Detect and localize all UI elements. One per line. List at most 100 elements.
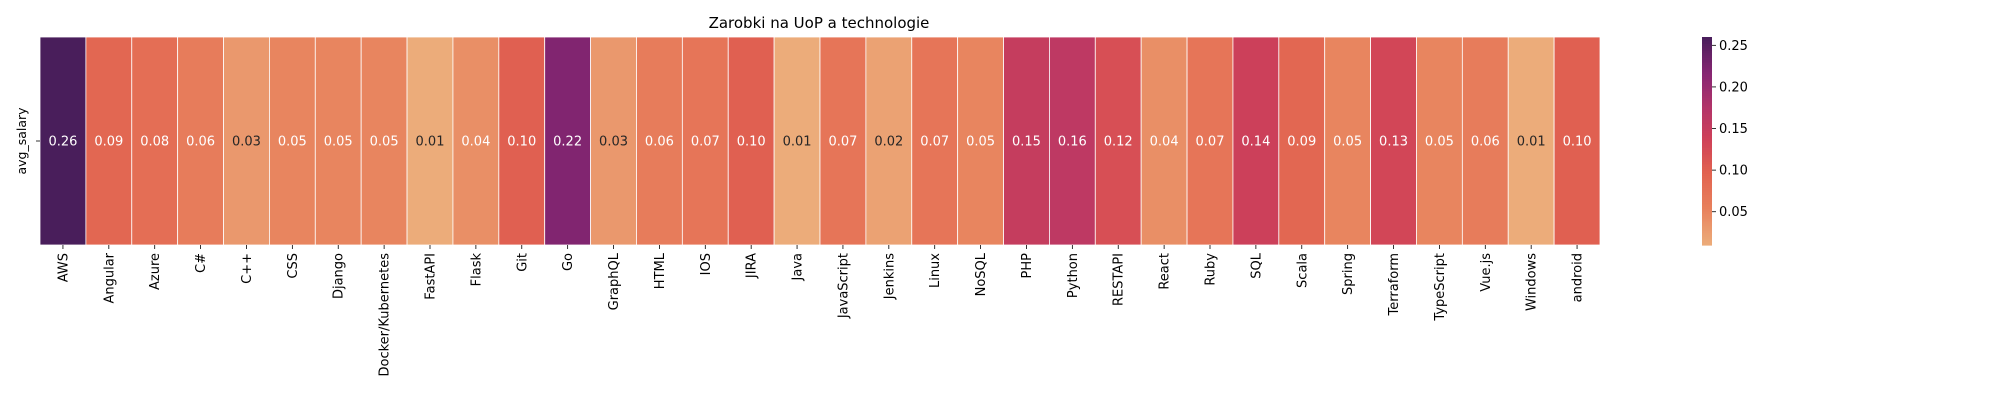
colorbar-segment [1702, 116, 1712, 120]
colorbar-segment [1702, 173, 1712, 177]
colorbar-segment [1702, 203, 1712, 206]
colorbar-segment [1702, 95, 1712, 99]
colorbar-segment [1702, 175, 1712, 178]
cell-value-label-ios: 0.07 [691, 135, 720, 150]
colorbar-segment [1702, 57, 1712, 61]
colorbar-segment [1702, 220, 1712, 224]
colorbar-segment [1702, 113, 1712, 116]
x-tick-label-c: C# [194, 253, 209, 273]
colorbar-segment [1702, 90, 1712, 94]
colorbar-segment [1702, 160, 1712, 163]
cell-value-label-linux: 0.07 [920, 135, 949, 150]
colorbar-segment [1702, 43, 1712, 47]
colorbar-tick-label: 0.10 [1719, 164, 1748, 179]
colorbar-segment [1702, 222, 1712, 225]
colorbar-segment [1702, 109, 1712, 113]
colorbar-segment [1702, 141, 1712, 144]
colorbar-segment [1702, 68, 1712, 71]
x-tick-label-git: Git [515, 253, 530, 272]
cell-value-label-windows: 0.01 [1517, 135, 1546, 150]
colorbar-segment [1702, 201, 1712, 204]
colorbar-segment [1702, 135, 1712, 139]
cell-value-label-restapi: 0.12 [1104, 135, 1133, 150]
x-tick-label-terraform: Terraform [1387, 253, 1402, 316]
cell-value-label-go: 0.22 [553, 135, 582, 150]
colorbar-segment [1702, 213, 1712, 217]
cell-value-label-nosql: 0.05 [966, 135, 995, 150]
colorbar-segment [1702, 177, 1712, 180]
colorbar-segment [1702, 196, 1712, 199]
heatmap-cell-spring [1324, 36, 1371, 246]
x-tick-label-ios: IOS [699, 253, 714, 275]
cell-value-label-ruby: 0.07 [1196, 135, 1225, 150]
colorbar-segment [1702, 179, 1712, 182]
cell-value-label-git: 0.10 [507, 135, 536, 150]
colorbar-segment [1702, 127, 1712, 130]
colorbar-segment [1702, 217, 1712, 220]
x-tick-label-nosql: NoSQL [974, 252, 989, 296]
heatmap-cell-linux [911, 36, 959, 246]
colorbar-segment [1702, 227, 1712, 230]
x-tick-label-java: Java [791, 253, 806, 281]
colorbar-segment [1702, 115, 1712, 118]
colorbar-segment [1702, 206, 1712, 210]
colorbar-segment [1702, 89, 1712, 92]
heatmap-cell-javascript [819, 36, 867, 246]
heatmap-cell-python [1049, 36, 1096, 246]
colorbar-segment [1702, 69, 1712, 73]
colorbar-segment [1702, 236, 1712, 239]
cell-value-label-flask: 0.04 [461, 135, 490, 150]
colorbar-segment [1702, 144, 1712, 147]
heatmap-cell-go [544, 36, 591, 246]
colorbar-segment [1702, 210, 1712, 213]
colorbar-segment [1702, 147, 1712, 151]
heatmap-cell-typescript [1416, 36, 1463, 246]
colorbar-segment [1702, 63, 1712, 66]
colorbar-segment [1702, 167, 1712, 170]
heatmap-cell-java [773, 36, 821, 246]
heatmap-cell-azure [131, 36, 179, 246]
colorbar-segment [1702, 146, 1712, 149]
colorbar-segment [1702, 38, 1712, 42]
colorbar-segment [1702, 137, 1712, 140]
colorbar-tick-label: 0.25 [1719, 39, 1748, 54]
colorbar-segment [1702, 193, 1712, 196]
colorbar-segment [1702, 52, 1712, 55]
colorbar-segment [1702, 128, 1712, 132]
colorbar-segment [1702, 45, 1712, 48]
heatmap-cell-ios [681, 36, 729, 246]
colorbar-segment [1702, 187, 1712, 191]
cell-value-label-docker-kubernetes: 0.05 [370, 135, 399, 150]
colorbar-segment [1702, 132, 1712, 135]
colorbar-segment [1702, 66, 1712, 69]
cell-value-label-terraform: 0.13 [1379, 135, 1408, 150]
heatmap-cell-html [636, 36, 683, 246]
colorbar-segment [1702, 123, 1712, 126]
heatmap-cell-flask [452, 36, 500, 246]
colorbar-segment [1702, 42, 1712, 45]
cell-value-label-react: 0.04 [1150, 135, 1179, 150]
colorbar-segment [1702, 168, 1712, 172]
colorbar-segment [1702, 56, 1712, 59]
colorbar-segment [1702, 50, 1712, 54]
colorbar-segment [1702, 61, 1712, 64]
colorbar-segment [1702, 106, 1712, 109]
heatmap-cell-aws [39, 36, 87, 246]
heatmap-cell-sql [1232, 36, 1280, 246]
colorbar-tick-label: 0.15 [1719, 122, 1748, 137]
chart-title: Zarobki na UoP a technologie [709, 14, 930, 32]
colorbar-segment [1702, 232, 1712, 236]
cell-value-label-python: 0.16 [1058, 135, 1087, 150]
colorbar-segment [1702, 78, 1712, 81]
cell-value-label-aws: 0.26 [48, 135, 77, 150]
colorbar-segment [1702, 64, 1712, 68]
x-tick-label-css: CSS [286, 253, 301, 279]
colorbar-segment [1702, 158, 1712, 161]
colorbar-segment [1702, 229, 1712, 232]
colorbar-segment [1702, 75, 1712, 78]
colorbar-segment [1702, 238, 1712, 241]
colorbar-segment [1702, 80, 1712, 83]
cell-value-label-vue-js: 0.06 [1471, 135, 1500, 150]
colorbar-segment [1702, 239, 1712, 243]
